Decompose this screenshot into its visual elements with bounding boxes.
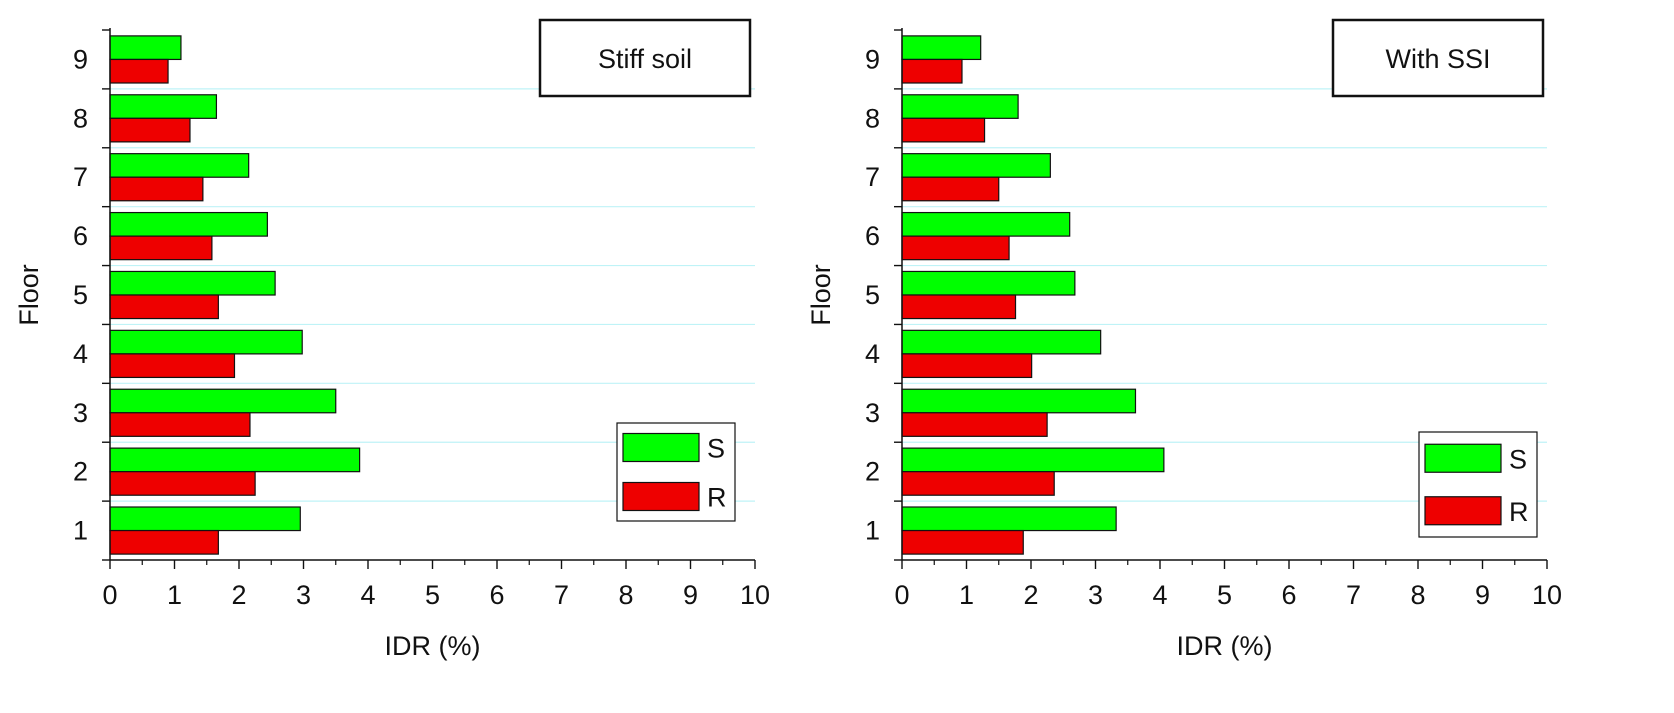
bar-r-floor-7 (901, 176, 1000, 202)
x-tick-label-10: 10 (1532, 580, 1562, 610)
x-tick-label-6: 6 (1281, 580, 1296, 610)
x-tick-label-2: 2 (231, 580, 246, 610)
chart-panel-with-ssi: 1 2 3 4 5 6 7 8 9 0 1 2 3 4 5 6 7 8 9 10 IDR (%) Floor With SS… (806, 18, 1562, 661)
bar-r-floor-9 (901, 58, 963, 84)
bar-s-floor-7 (109, 153, 250, 178)
bar-s-floor-1 (901, 506, 1117, 532)
legend-swatch-r (622, 481, 700, 512)
legend-label-s: S (707, 434, 725, 464)
bar-s-floor-2 (901, 447, 1165, 473)
bar-r-floor-9 (109, 58, 169, 84)
bar-s-floor-4 (901, 329, 1102, 355)
bar-s-floor-5 (901, 270, 1076, 296)
bar-r-floor-4 (109, 353, 236, 379)
bar-s-floor-1 (109, 506, 301, 532)
y-tick-label-3: 3 (73, 398, 88, 428)
x-tick-label-4: 4 (360, 580, 375, 610)
bar-s-floor-3 (901, 388, 1137, 414)
x-tick-label-4: 4 (1152, 580, 1167, 610)
x-tick-label-9: 9 (1475, 580, 1490, 610)
x-axis-label: IDR (%) (1177, 631, 1273, 661)
y-tick-label-5: 5 (73, 280, 88, 310)
x-tick-label-1: 1 (167, 580, 182, 610)
x-tick-label-2: 2 (1023, 580, 1038, 610)
y-tick-label-1: 1 (73, 516, 88, 546)
y-axis-label: Floor (806, 264, 836, 326)
bar-s-floor-8 (109, 94, 218, 119)
legend-label-r: R (707, 483, 727, 513)
bar-r-floor-6 (901, 235, 1010, 261)
panel-label: With SSI (1385, 44, 1490, 74)
panel-label: Stiff soil (598, 44, 692, 74)
x-axis-label: IDR (%) (385, 631, 481, 661)
panel-label-box (538, 18, 752, 98)
bar-r-floor-5 (109, 294, 219, 320)
bar-s-floor-9 (901, 35, 982, 61)
x-tick-label-7: 7 (554, 580, 569, 610)
legend-swatch-s (622, 432, 700, 463)
y-tick-label-5: 5 (865, 280, 880, 310)
x-tick-label-0: 0 (894, 580, 909, 610)
bar-r-floor-4 (901, 353, 1033, 379)
x-tick-label-6: 6 (489, 580, 504, 610)
y-tick-label-2: 2 (73, 457, 88, 487)
legend-swatch-r (1424, 496, 1502, 526)
y-tick-label-6: 6 (865, 221, 880, 251)
bar-r-floor-1 (109, 529, 219, 555)
y-tick-label-9: 9 (865, 44, 880, 74)
x-tick-label-3: 3 (1088, 580, 1103, 610)
x-tick-label-8: 8 (618, 580, 633, 610)
y-tick-label-8: 8 (73, 103, 88, 133)
bar-r-floor-2 (109, 471, 256, 496)
bar-s-floor-9 (109, 35, 182, 61)
bar-r-floor-7 (109, 176, 204, 202)
x-tick-label-10: 10 (740, 580, 770, 610)
y-tick-label-9: 9 (73, 44, 88, 74)
bar-r-floor-5 (901, 294, 1017, 320)
bar-r-floor-1 (901, 529, 1024, 555)
panel-label-box (1331, 18, 1545, 98)
y-tick-label-1: 1 (865, 516, 880, 546)
bar-r-floor-3 (901, 412, 1048, 437)
x-tick-label-5: 5 (1217, 580, 1232, 610)
y-tick-label-4: 4 (865, 339, 880, 369)
y-tick-label-3: 3 (865, 398, 880, 428)
bar-r-floor-8 (109, 117, 191, 143)
x-tick-label-0: 0 (102, 580, 117, 610)
bar-s-floor-8 (901, 94, 1019, 119)
y-tick-label-7: 7 (865, 162, 880, 192)
bar-r-floor-8 (901, 117, 986, 143)
x-tick-label-9: 9 (683, 580, 698, 610)
bar-s-floor-5 (109, 270, 276, 296)
bar-r-floor-3 (109, 412, 251, 437)
y-tick-label-7: 7 (73, 162, 88, 192)
legend-swatch-s (1424, 443, 1502, 473)
chart-panel-stiff-soil: 1 2 3 4 5 6 7 8 9 0 1 2 3 4 5 6 7 8 9 10 IDR (%) Floor Stiff s… (14, 18, 770, 661)
legend-label-r: R (1509, 497, 1529, 527)
bar-s-floor-3 (109, 388, 337, 414)
x-tick-label-5: 5 (425, 580, 440, 610)
bar-s-floor-6 (901, 211, 1071, 237)
bar-s-floor-2 (109, 447, 361, 473)
x-tick-label-8: 8 (1410, 580, 1425, 610)
y-tick-label-8: 8 (865, 103, 880, 133)
x-tick-label-3: 3 (296, 580, 311, 610)
legend-label-s: S (1509, 444, 1527, 474)
bar-r-floor-6 (109, 235, 213, 261)
bar-s-floor-4 (109, 329, 303, 355)
x-tick-label-7: 7 (1346, 580, 1361, 610)
y-axis-label: Floor (14, 264, 44, 326)
x-tick-label-1: 1 (959, 580, 974, 610)
bar-s-floor-7 (901, 153, 1051, 178)
bar-s-floor-6 (109, 211, 268, 237)
y-tick-label-2: 2 (865, 457, 880, 487)
y-tick-label-4: 4 (73, 339, 88, 369)
bar-r-floor-2 (901, 471, 1055, 496)
y-tick-label-6: 6 (73, 221, 88, 251)
